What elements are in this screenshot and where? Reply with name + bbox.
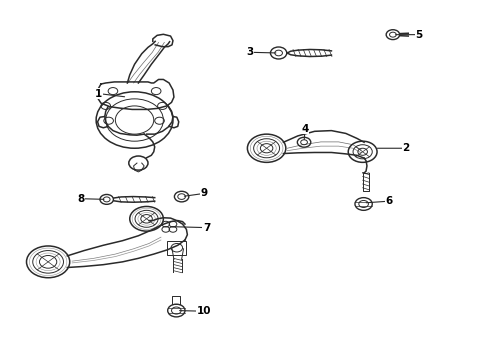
Text: 2: 2 bbox=[402, 143, 410, 153]
Text: 7: 7 bbox=[203, 222, 210, 233]
Text: 4: 4 bbox=[301, 124, 309, 134]
Text: 1: 1 bbox=[95, 89, 102, 99]
Text: 5: 5 bbox=[415, 30, 422, 40]
Text: 10: 10 bbox=[197, 306, 211, 316]
Text: 3: 3 bbox=[246, 47, 253, 57]
Text: 8: 8 bbox=[77, 194, 84, 204]
Bar bbox=[167, 241, 186, 255]
Text: 9: 9 bbox=[200, 188, 208, 198]
Text: 6: 6 bbox=[386, 196, 392, 206]
